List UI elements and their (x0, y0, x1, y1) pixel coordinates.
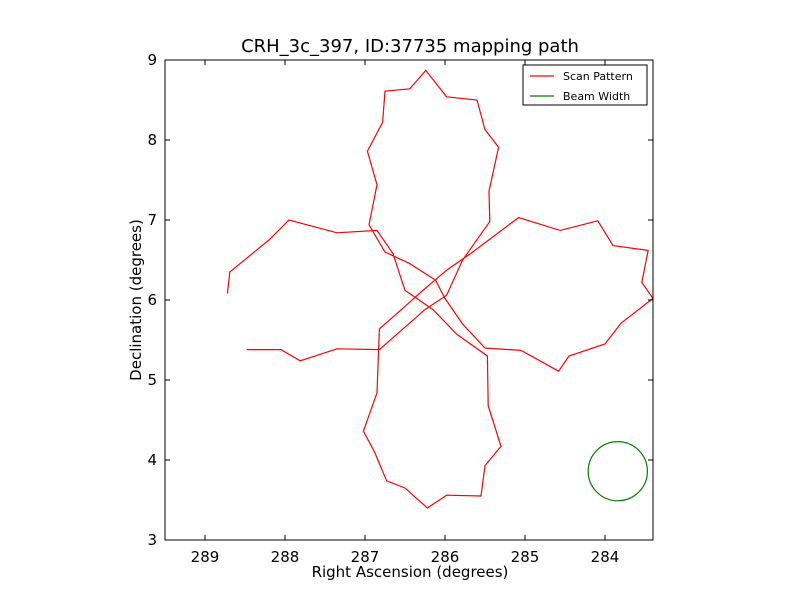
x-tick-label: 289 (191, 548, 220, 566)
x-tick-label: 284 (591, 548, 620, 566)
series-scan-pattern-line (226, 69, 653, 509)
y-tick-label: 7 (147, 211, 157, 229)
chart-title: CRH_3c_397, ID:37735 mapping path (241, 36, 579, 57)
y-axis-label: Declination (degrees) (127, 219, 145, 381)
legend-label-scan-pattern: Scan Pattern (563, 70, 633, 83)
legend-label-beam-width: Beam Width (563, 90, 630, 103)
series-beam-width-circle (587, 441, 649, 502)
y-tick-label: 9 (147, 51, 157, 69)
x-tick-label: 287 (351, 548, 380, 566)
y-tick-label: 6 (147, 291, 157, 309)
y-tick-label: 8 (147, 131, 157, 149)
y-tick-label: 5 (147, 371, 157, 389)
x-tick-label: 285 (511, 548, 540, 566)
axis-ticks: 289 288 287 286 285 284 3 4 5 6 7 8 9 (147, 51, 653, 566)
plot-data (226, 69, 653, 509)
x-tick-label: 286 (431, 548, 460, 566)
y-tick-label: 3 (147, 531, 157, 549)
legend-box (522, 64, 648, 106)
y-tick-label: 4 (147, 451, 157, 469)
x-tick-label: 288 (271, 548, 300, 566)
x-axis-label: Right Ascension (degrees) (312, 563, 509, 581)
legend: Scan Pattern Beam Width (522, 64, 648, 106)
